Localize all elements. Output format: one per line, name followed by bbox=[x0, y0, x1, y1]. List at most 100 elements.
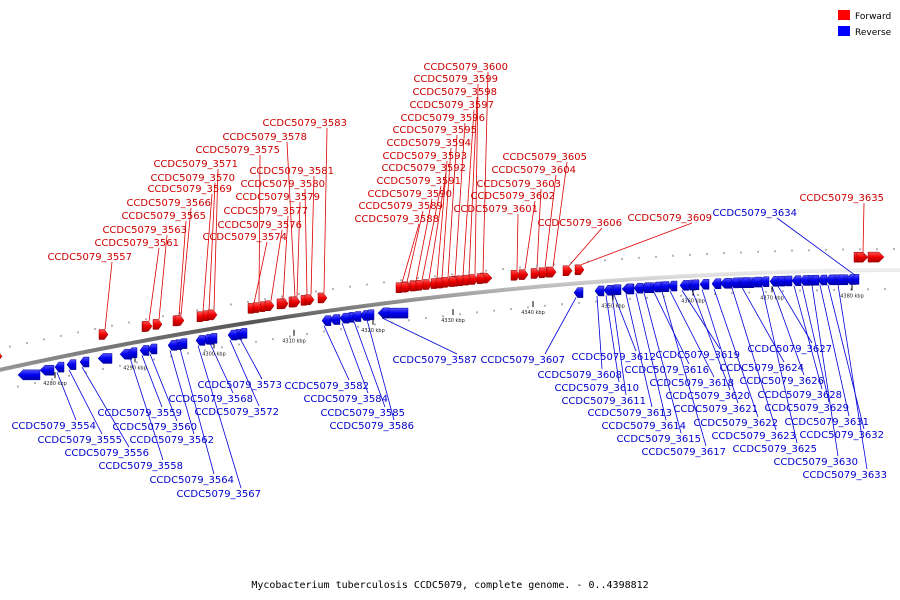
reverse-gene-feature bbox=[39, 364, 55, 376]
forward-leader-line bbox=[104, 261, 113, 330]
reverse-gene-feature bbox=[237, 328, 248, 339]
forward-leader-line bbox=[454, 122, 466, 277]
forward-gene-label: CCDC5079_3604 bbox=[491, 165, 576, 176]
reverse-leader-line bbox=[596, 295, 603, 370]
forward-leader-line bbox=[544, 174, 557, 268]
forward-leader-line bbox=[468, 96, 478, 276]
forward-gene-label: CCDC5079_3561 bbox=[94, 238, 179, 249]
reverse-gene-label: CCDC5079_3621 bbox=[673, 404, 758, 415]
forward-gene-feature bbox=[317, 292, 328, 304]
reverse-leader-line bbox=[179, 348, 215, 475]
reverse-leader-line bbox=[771, 286, 805, 376]
reverse-leader-line bbox=[776, 217, 855, 275]
forward-leader-line bbox=[421, 185, 442, 281]
reverse-gene-label: CCDC5079_3620 bbox=[665, 391, 750, 402]
reverse-gene-feature bbox=[339, 312, 350, 324]
forward-gene-feature bbox=[546, 266, 557, 278]
forward-gene-feature bbox=[142, 320, 153, 332]
reverse-gene-feature bbox=[679, 280, 690, 291]
reverse-leader-line bbox=[701, 289, 739, 404]
forward-gene-label: CCDC5079_3581 bbox=[249, 166, 334, 177]
reverse-leader-line bbox=[613, 294, 637, 352]
reverse-gene-label: CCDC5079_3632 bbox=[799, 430, 884, 441]
forward-gene-label: CCDC5079_3590 bbox=[367, 189, 452, 200]
reverse-gene-label: CCDC5079_3630 bbox=[773, 457, 858, 468]
reverse-gene-label: CCDC5079_3615 bbox=[616, 434, 701, 445]
reverse-gene-label: CCDC5079_3614 bbox=[601, 421, 686, 432]
reverse-gene-label: CCDC5079_3625 bbox=[732, 444, 817, 455]
forward-gene-label: CCDC5079_3566 bbox=[126, 198, 211, 209]
reverse-gene-feature bbox=[321, 315, 332, 326]
reverse-leader-line bbox=[713, 288, 759, 418]
forward-leader-line bbox=[436, 160, 448, 279]
reverse-leader-line bbox=[635, 293, 667, 421]
reverse-leader-line bbox=[801, 285, 830, 403]
reverse-gene-feature bbox=[195, 335, 206, 346]
forward-leader-line bbox=[213, 168, 219, 310]
reverse-leader-line bbox=[149, 353, 178, 422]
axis-tick-label: 4330 kbp bbox=[441, 318, 465, 324]
forward-gene-label: CCDC5079_3593 bbox=[382, 151, 467, 162]
forward-leader-line bbox=[552, 161, 568, 268]
reverse-gene-feature bbox=[17, 369, 41, 381]
forward-gene-label: CCDC5079_3597 bbox=[409, 100, 494, 111]
reverse-gene-feature bbox=[633, 282, 644, 294]
axis-tick-label: 4310 kbp bbox=[282, 339, 306, 345]
forward-gene-label: CCDC5079_3600 bbox=[423, 62, 508, 73]
forward-leader-line bbox=[158, 234, 168, 320]
reverse-gene-label: CCDC5079_3568 bbox=[168, 394, 253, 405]
reverse-gene-label: CCDC5079_3613 bbox=[587, 408, 672, 419]
reverse-gene-feature bbox=[739, 277, 750, 288]
reverse-gene-label: CCDC5079_3618 bbox=[649, 378, 734, 389]
forward-gene-feature bbox=[562, 265, 573, 277]
forward-gene-feature bbox=[530, 268, 541, 279]
forward-leader-line bbox=[270, 229, 283, 301]
forward-gene-label: CCDC5079_3603 bbox=[476, 179, 561, 190]
forward-leader-line bbox=[178, 220, 187, 316]
reverse-leader-line bbox=[56, 371, 77, 421]
reverse-gene-feature bbox=[729, 277, 740, 289]
axis-tick-label: 4380 kbp bbox=[840, 293, 864, 299]
reverse-leader-line bbox=[68, 369, 103, 435]
axis-tick-label: 4350 kbp bbox=[601, 304, 625, 310]
reverse-gene-label: CCDC5079_3587 bbox=[392, 355, 477, 366]
reverse-leader-line bbox=[341, 323, 369, 394]
reverse-gene-feature bbox=[177, 338, 188, 349]
reverse-gene-feature bbox=[749, 276, 763, 288]
reverse-leader-line bbox=[827, 284, 865, 430]
reverse-gene-feature bbox=[775, 275, 786, 287]
reverse-leader-line bbox=[141, 355, 163, 408]
forward-gene-feature bbox=[290, 296, 301, 308]
reverse-gene-label: CCDC5079_3562 bbox=[129, 435, 214, 446]
reverse-gene-feature bbox=[711, 278, 722, 289]
reverse-gene-feature bbox=[699, 279, 710, 290]
forward-gene-label: CCDC5079_3605 bbox=[502, 152, 587, 163]
forward-leader-line bbox=[482, 71, 489, 274]
reverse-leader-line bbox=[819, 284, 850, 417]
forward-gene-label: CCDC5079_3635 bbox=[799, 193, 884, 204]
forward-leader-line bbox=[258, 154, 261, 303]
legend-reverse-label: Reverse bbox=[855, 28, 892, 38]
legend-reverse-swatch bbox=[838, 26, 850, 36]
reverse-gene-feature bbox=[641, 282, 652, 293]
reverse-gene-feature bbox=[817, 274, 828, 286]
axis-tick-label: 4360 kbp bbox=[681, 299, 705, 305]
reverse-gene-label: CCDC5079_3572 bbox=[194, 407, 279, 418]
forward-leader-line bbox=[208, 182, 216, 311]
axis-ticks: 4280 kbp 4290 kbp 4300 kbp 4310 kbp 4320 kbp… bbox=[9, 248, 895, 388]
forward-gene-feature bbox=[510, 270, 521, 281]
forward-gene-feature bbox=[538, 267, 549, 279]
axis-tick-label: 4320 kbp bbox=[361, 328, 385, 334]
forward-gene-feature bbox=[422, 279, 433, 290]
reverse-gene-feature bbox=[139, 345, 150, 356]
forward-gene-feature bbox=[400, 281, 411, 293]
forward-leader-line bbox=[148, 247, 160, 322]
reverse-gene-feature bbox=[809, 274, 820, 286]
reverse-leader-line bbox=[81, 366, 130, 448]
forward-leader-line bbox=[536, 188, 542, 269]
forward-gene-label: CCDC5079_3576 bbox=[217, 220, 302, 231]
reverse-gene-feature bbox=[835, 274, 846, 285]
forward-leader-line bbox=[202, 193, 213, 312]
forward-gene-label: CCDC5079_3602 bbox=[470, 191, 555, 202]
reverse-gene-label: CCDC5079_3608 bbox=[537, 370, 622, 381]
